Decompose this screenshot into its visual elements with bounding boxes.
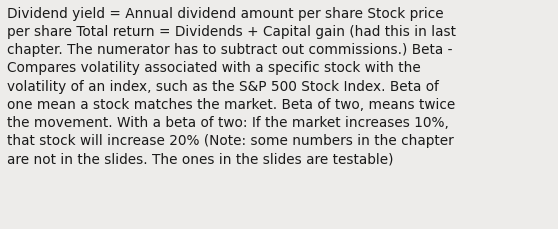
Text: Dividend yield = Annual dividend amount per share Stock price
per share Total re: Dividend yield = Annual dividend amount … — [7, 7, 456, 166]
